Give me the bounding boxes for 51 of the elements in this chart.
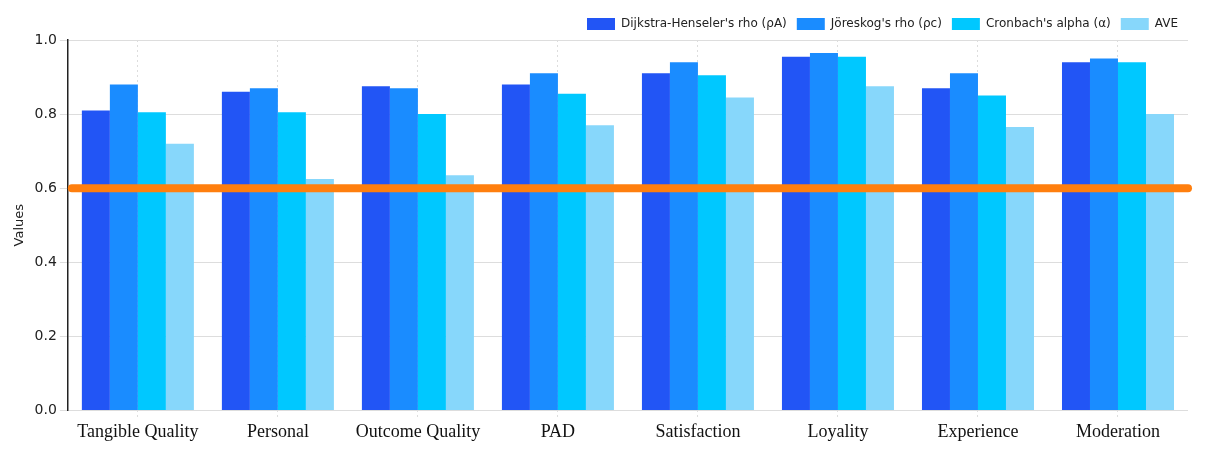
bar — [725, 97, 754, 410]
bar — [249, 88, 278, 410]
bar — [81, 110, 110, 410]
bar — [949, 73, 978, 410]
legend-label: AVE — [1154, 16, 1178, 31]
y-tick-label: 0.2 — [34, 326, 57, 343]
bar — [697, 75, 726, 410]
bar — [1005, 127, 1034, 410]
y-tick-label: 1.0 — [34, 30, 57, 47]
y-tick-label: 0.6 — [34, 178, 57, 195]
legend-label: Dijkstra-Henseler's rho (ρA) — [621, 16, 787, 31]
bar — [1117, 62, 1146, 410]
bar — [1061, 62, 1090, 410]
bar — [865, 86, 894, 410]
bar — [809, 52, 838, 410]
bar — [305, 178, 334, 410]
bar — [669, 62, 698, 410]
bar — [1089, 58, 1118, 410]
bar — [641, 73, 670, 410]
x-tick-label: Moderation — [1076, 420, 1160, 441]
y-tick-label: 0.0 — [34, 401, 57, 418]
y-tick-label: 0.8 — [34, 104, 57, 121]
x-tick-label: Outcome Quality — [355, 420, 481, 441]
x-tick-label: Personal — [246, 420, 309, 441]
x-tick-label: Tangible Quality — [77, 420, 199, 441]
y-axis-title: Values — [11, 203, 27, 247]
bar — [585, 125, 614, 410]
x-tick-label: Loyality — [807, 420, 869, 441]
legend-label: Cronbach's alpha (α) — [985, 16, 1111, 31]
bar — [501, 84, 530, 410]
bar — [417, 114, 446, 410]
bar — [557, 93, 586, 410]
legend-label: Jöreskog's rho (ρc) — [829, 16, 942, 31]
bar — [277, 112, 306, 410]
bar — [445, 175, 474, 410]
x-tick-label: Experience — [937, 420, 1019, 441]
bar — [781, 56, 810, 410]
bar — [389, 88, 418, 410]
x-tick-label: Satisfaction — [655, 420, 741, 441]
x-tick-label: PAD — [540, 420, 576, 441]
bar — [165, 143, 194, 410]
bar — [361, 86, 390, 410]
y-tick-label: 0.4 — [34, 252, 57, 269]
bar — [977, 95, 1006, 410]
bar — [837, 56, 866, 410]
bar — [137, 112, 166, 410]
bar — [221, 91, 250, 410]
bar — [1145, 114, 1174, 410]
bar — [529, 73, 558, 410]
bar — [921, 88, 950, 410]
bar — [109, 84, 138, 410]
